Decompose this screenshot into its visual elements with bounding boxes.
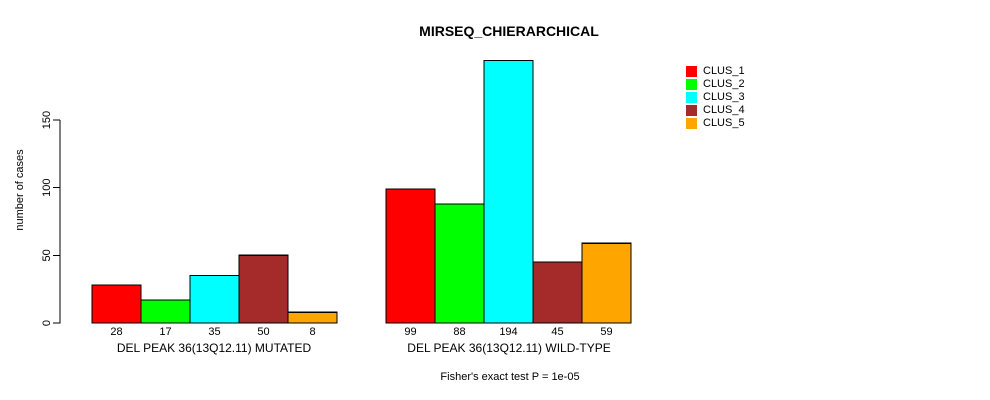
legend-item-clus_2: CLUS_2: [686, 78, 745, 91]
bar-value-label: 35: [208, 326, 220, 338]
legend-label: CLUS_3: [703, 91, 745, 103]
legend-swatch-clus_4: [686, 105, 697, 116]
x-category-label-wild-type: DEL PEAK 36(13Q12.11) WILD-TYPE: [407, 341, 611, 355]
legend-label: CLUS_5: [703, 117, 745, 129]
bar-value-label: 88: [453, 326, 465, 338]
legend-swatch-clus_3: [686, 92, 697, 103]
bar-value-label: 45: [551, 326, 563, 338]
legend-label: CLUS_4: [703, 104, 745, 116]
bar-value-label: 50: [257, 326, 269, 338]
legend-item-clus_3: CLUS_3: [686, 91, 745, 104]
bar-value-label: 8: [309, 326, 315, 338]
legend: CLUS_1 CLUS_2 CLUS_3 CLUS_4 CLUS_5: [686, 65, 745, 130]
bar-clus_3-group1: [483, 59, 534, 324]
fisher-test-annotation: Fisher's exact test P = 1e-05: [440, 371, 580, 383]
bar-value-label: 28: [110, 326, 122, 338]
bar-clus_2-group0: [140, 299, 191, 324]
legend-label: CLUS_2: [703, 78, 745, 90]
bar-clus_1-group0: [91, 284, 142, 324]
bar-clus_4-group1: [532, 261, 583, 324]
y-tick-label: 50: [41, 249, 53, 261]
bar-value-label: 59: [600, 326, 612, 338]
y-tick-label: 0: [41, 320, 53, 326]
bar-clus_5-group1: [581, 242, 632, 324]
bar-value-label: 194: [499, 326, 517, 338]
bar-value-label: 17: [159, 326, 171, 338]
y-tick-label: 150: [41, 111, 53, 129]
x-category-label-mutated: DEL PEAK 36(13Q12.11) MUTATED: [116, 341, 312, 355]
legend-swatch-clus_2: [686, 79, 697, 90]
legend-item-clus_1: CLUS_1: [686, 65, 745, 78]
bar-clus_1-group1: [385, 188, 436, 324]
legend-swatch-clus_5: [686, 118, 697, 129]
bar-clus_4-group0: [238, 254, 289, 324]
legend-label: CLUS_1: [703, 65, 745, 77]
bar-clus_2-group1: [434, 203, 485, 324]
legend-swatch-clus_1: [686, 66, 697, 77]
y-tick-label: 100: [41, 178, 53, 196]
legend-item-clus_4: CLUS_4: [686, 104, 745, 117]
bar-value-label: 99: [404, 326, 416, 338]
chart-title: MIRSEQ_CHIERARCHICAL: [419, 23, 599, 39]
legend-item-clus_5: CLUS_5: [686, 117, 745, 130]
bar-clus_3-group0: [189, 275, 240, 324]
bar-clus_5-group0: [287, 311, 338, 324]
